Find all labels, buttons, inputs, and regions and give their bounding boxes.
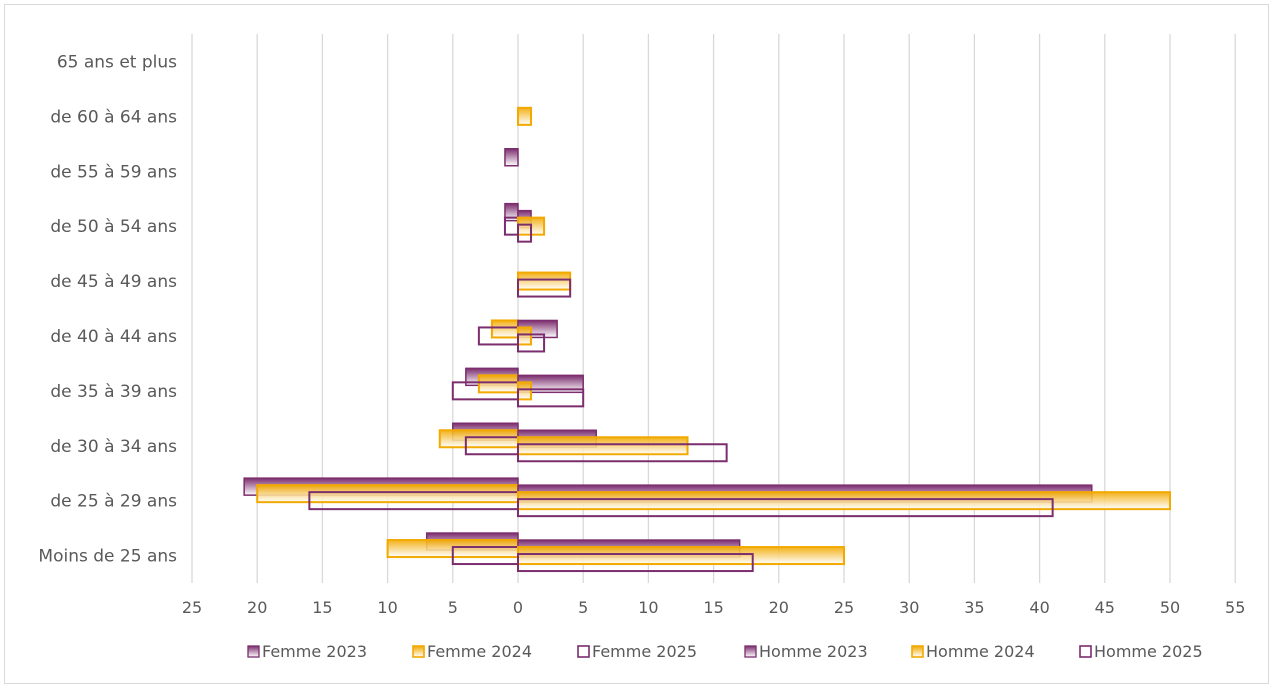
- legend-swatch: [577, 645, 590, 658]
- category-label: de 50 à 54 ans: [50, 217, 177, 237]
- category-label: de 40 à 44 ans: [50, 327, 177, 347]
- bar: [504, 148, 519, 167]
- category-label: de 55 à 59 ans: [50, 162, 177, 182]
- x-tick-label: 15: [703, 598, 723, 617]
- x-tick-label: 5: [448, 598, 458, 617]
- x-tick-label: 15: [312, 598, 332, 617]
- bar: [517, 271, 572, 291]
- bar: [438, 429, 520, 449]
- legend-entry: Femme 2024: [427, 642, 532, 661]
- tick-labels: 25 20 15 10 5 0 5 10 15 20 25 30 35 40 45 50 55: [182, 598, 1246, 617]
- legend-entry: Femme 2023: [262, 642, 367, 661]
- bar: [517, 553, 754, 573]
- x-tick-label: 35: [964, 598, 984, 617]
- x-tick-label: 40: [1029, 598, 1049, 617]
- bar: [517, 278, 572, 298]
- bar: [517, 436, 689, 456]
- legend-swatch: [911, 645, 924, 658]
- bar: [517, 326, 533, 346]
- legend-swatch: [744, 645, 757, 658]
- bar: [517, 546, 845, 566]
- bar: [517, 388, 585, 408]
- category-label: de 60 à 64 ans: [50, 107, 177, 127]
- x-tick-label: 10: [377, 598, 397, 617]
- bar: [517, 106, 533, 126]
- category-label: de 30 à 34 ans: [50, 437, 177, 457]
- legend-entry: Homme 2025: [1094, 642, 1203, 661]
- x-tick-label: 20: [247, 598, 267, 617]
- category-label: de 45 à 49 ans: [50, 272, 177, 292]
- x-tick-label: 50: [1160, 598, 1180, 617]
- legend-entry: Femme 2025: [592, 642, 697, 661]
- bar: [517, 498, 1054, 518]
- bar: [256, 484, 519, 504]
- x-tick-label: 30: [899, 598, 919, 617]
- legend-entry: Homme 2024: [926, 642, 1035, 661]
- x-tick-label: 45: [1095, 598, 1115, 617]
- category-label: de 25 à 29 ans: [50, 492, 177, 512]
- bar: [477, 374, 520, 394]
- category-labels: 65 ans et plus de 60 à 64 ans de 55 à 59 a…: [38, 52, 177, 566]
- legend-swatch: [247, 645, 260, 658]
- x-tick-label: 25: [182, 598, 202, 617]
- legend-entry: Homme 2023: [759, 642, 868, 661]
- x-tick-label: 0: [513, 598, 523, 617]
- legend-swatch: [1079, 645, 1092, 658]
- bar: [490, 319, 520, 339]
- bar: [517, 443, 728, 463]
- bar: [517, 333, 546, 353]
- x-tick-label: 25: [834, 598, 854, 617]
- legend: Femme 2023 Femme 2024 Femme 2025 Homme 2023…: [247, 642, 1203, 661]
- category-label: de 35 à 39 ans: [50, 382, 177, 402]
- x-tick-label: 5: [578, 598, 588, 617]
- x-tick-label: 20: [769, 598, 789, 617]
- bars: [243, 106, 1171, 573]
- category-label: Moins de 25 ans: [38, 547, 177, 567]
- x-tick-label: 10: [638, 598, 658, 617]
- bar: [517, 223, 533, 243]
- bar: [517, 381, 533, 401]
- bar: [517, 491, 1171, 511]
- x-tick-label: 55: [1225, 598, 1245, 617]
- legend-swatch: [412, 645, 425, 658]
- category-label: 65 ans et plus: [57, 52, 177, 72]
